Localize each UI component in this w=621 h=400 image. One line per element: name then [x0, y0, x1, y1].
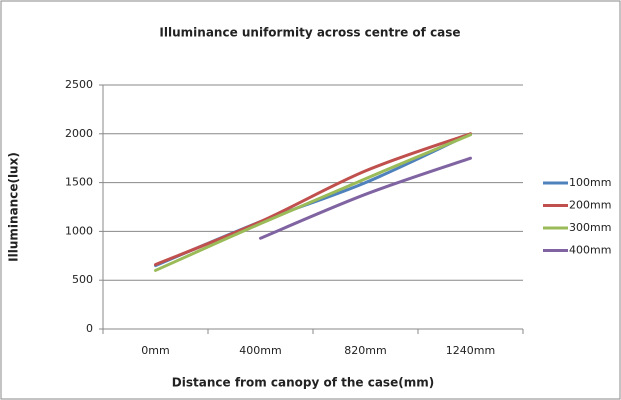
y-tick-label: 2500 — [65, 78, 93, 91]
legend-label: 200mm — [569, 199, 611, 212]
y-tick-label: 1000 — [65, 224, 93, 237]
series-line — [154, 133, 472, 272]
x-tick-label: 1240mm — [446, 344, 495, 357]
x-tick-label: 0mm — [141, 344, 169, 357]
legend-label: 100mm — [569, 176, 611, 189]
series-line — [259, 156, 472, 240]
y-tick-label: 500 — [72, 273, 93, 286]
legend-label: 400mm — [569, 244, 611, 257]
y-tick-label: 1500 — [65, 176, 93, 189]
y-tick-label: 0 — [86, 322, 93, 335]
x-tick-label: 820mm — [344, 344, 386, 357]
x-tick-label: 400mm — [239, 344, 281, 357]
legend-label: 300mm — [569, 221, 611, 234]
x-axis-label: Distance from canopy of the case(mm) — [172, 376, 434, 390]
series-line — [154, 132, 472, 267]
y-tick-label: 2000 — [65, 127, 93, 140]
y-axis-label: Illuminance(lux) — [7, 152, 21, 262]
chart-title: Illuminance uniformity across centre of … — [159, 26, 460, 40]
